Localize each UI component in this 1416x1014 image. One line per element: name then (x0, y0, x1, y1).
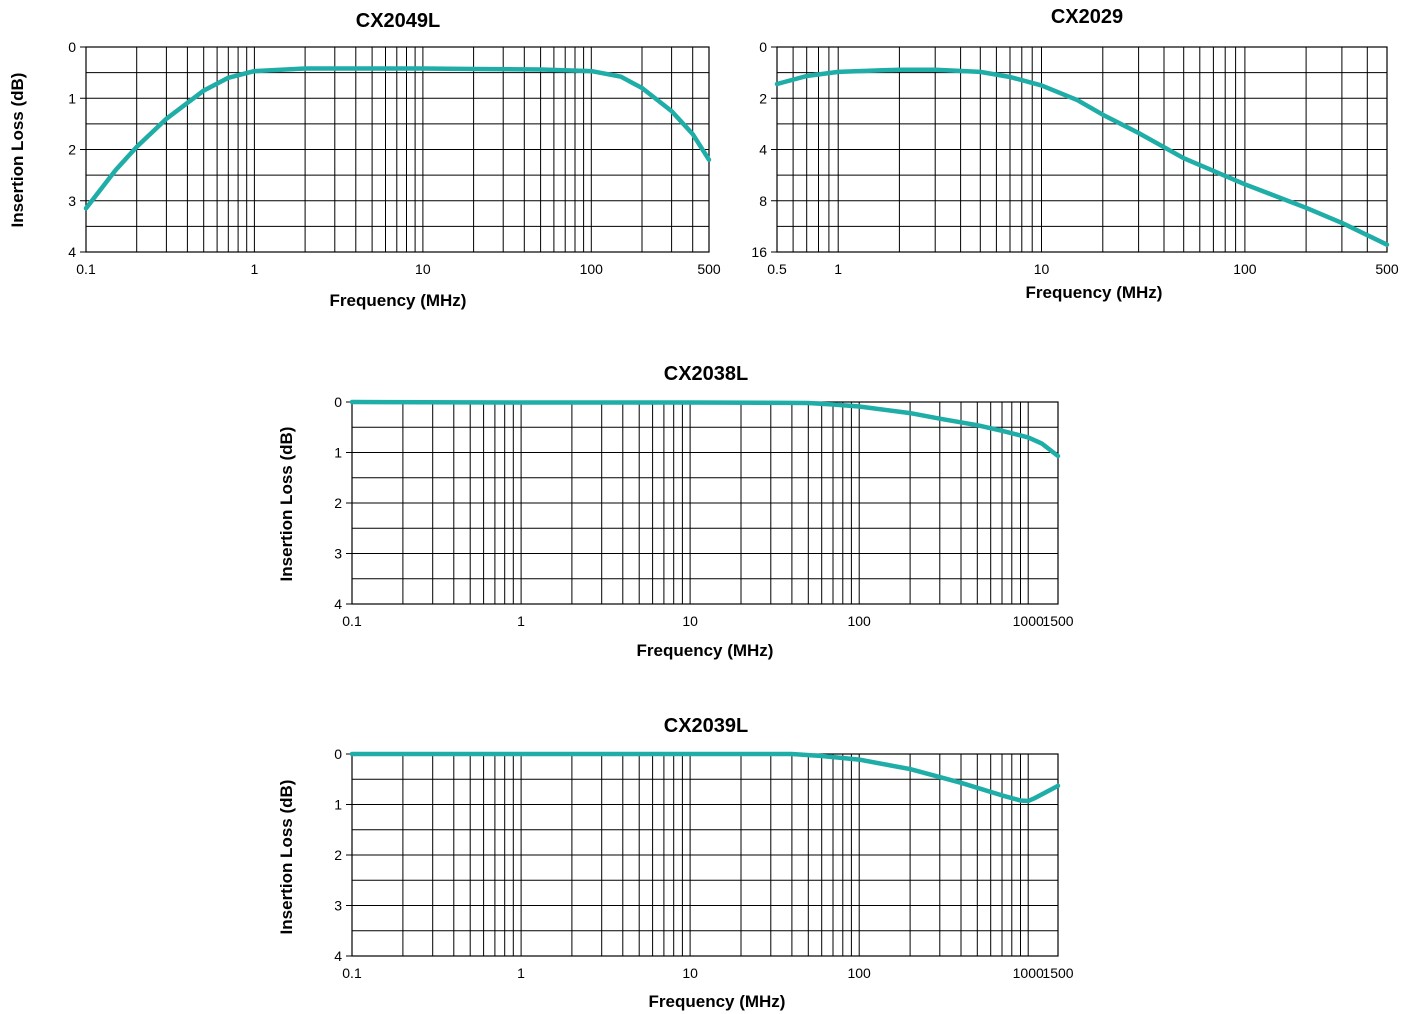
x-axis-label: Frequency (MHz) (330, 291, 467, 310)
series-line (83, 66, 712, 211)
y-tick-label: 4 (68, 244, 76, 260)
y-tick-label: 2 (334, 495, 342, 511)
chart-cx2039l: CX2039L Insertion Loss (dB) Frequency (M… (277, 715, 1074, 1011)
y-tick-label: 2 (759, 90, 767, 106)
x-tick-label: 500 (697, 261, 721, 277)
y-tick-label: 2 (68, 142, 76, 158)
x-tick-label: 1 (834, 261, 842, 277)
series-line (349, 751, 1061, 804)
y-tick-label: 0 (759, 39, 767, 55)
chart-cx2029: CX2029 Frequency (MHz) 0 2 4 8 160.5 1 10 100 50… (751, 6, 1398, 302)
x-tick-label: 100 (847, 965, 871, 981)
y-tick-label: 16 (751, 244, 767, 260)
chart-title: CX2049L (356, 10, 441, 32)
x-axis-label: Frequency (MHz) (637, 641, 774, 660)
grid (352, 753, 1058, 957)
y-tick-label: 0 (68, 39, 76, 55)
y-tick-label: 2 (334, 847, 342, 863)
x-tick-label: 10 (1034, 261, 1050, 277)
y-tick-label: 0 (334, 394, 342, 410)
x-tick-label: 1500 (1042, 613, 1073, 629)
x-tick-label: 1500 (1042, 965, 1073, 981)
x-tick-label: 100 (847, 613, 871, 629)
grid (777, 46, 1387, 253)
y-tick-label: 0 (334, 746, 342, 762)
y-tick-label: 4 (334, 596, 342, 612)
x-axis-label: Frequency (MHz) (649, 992, 786, 1011)
chart-title: CX2038L (664, 363, 749, 385)
chart-cx2049l: CX2049L Insertion Loss (dB) Frequency (M… (8, 10, 721, 310)
grid (352, 401, 1058, 605)
chart-title: CX2029 (1051, 6, 1123, 28)
x-tick-label: 0.1 (76, 261, 96, 277)
y-tick-label: 1 (334, 797, 342, 813)
series-line (774, 67, 1390, 247)
y-tick-label: 3 (68, 193, 76, 209)
y-tick-label: 4 (334, 948, 342, 964)
x-tick-label: 1 (517, 613, 525, 629)
series-line (349, 399, 1061, 459)
y-tick-label: 1 (68, 90, 76, 106)
x-tick-label: 0.5 (767, 261, 787, 277)
x-tick-label: 500 (1375, 261, 1399, 277)
x-tick-label: 10 (415, 261, 431, 277)
x-tick-label: 10 (682, 613, 698, 629)
x-tick-label: 1000 (1013, 613, 1044, 629)
x-tick-label: 1 (251, 261, 259, 277)
y-tick-label: 3 (334, 546, 342, 562)
y-axis-label: Insertion Loss (dB) (277, 780, 296, 935)
x-tick-label: 100 (1233, 261, 1257, 277)
y-tick-label: 8 (759, 193, 767, 209)
x-tick-label: 100 (580, 261, 604, 277)
x-tick-label: 0.1 (342, 965, 362, 981)
x-tick-label: 10 (682, 965, 698, 981)
x-axis-label: Frequency (MHz) (1026, 283, 1163, 302)
y-axis-label: Insertion Loss (dB) (8, 73, 27, 228)
x-tick-label: 1000 (1013, 965, 1044, 981)
y-tick-label: 1 (334, 445, 342, 461)
x-tick-label: 1 (517, 965, 525, 981)
chart-cx2038l: CX2038L Insertion Loss (dB) Frequency (M… (277, 363, 1074, 660)
y-tick-label: 4 (759, 142, 767, 158)
chart-title: CX2039L (664, 715, 749, 737)
x-tick-label: 0.1 (342, 613, 362, 629)
y-tick-label: 3 (334, 898, 342, 914)
y-axis-label: Insertion Loss (dB) (277, 427, 296, 582)
